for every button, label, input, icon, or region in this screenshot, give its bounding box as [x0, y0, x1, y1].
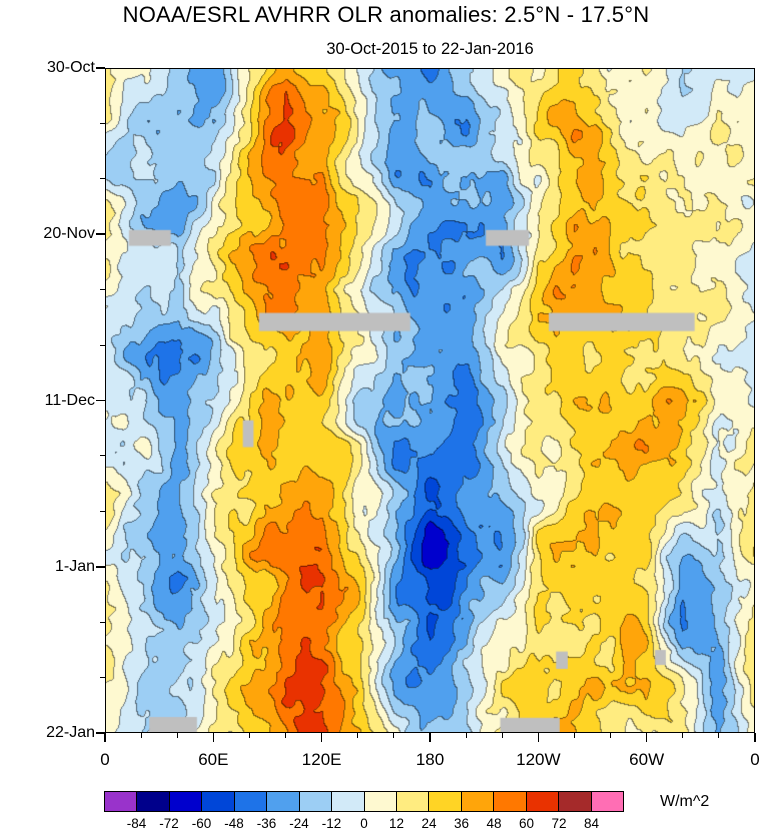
colorbar-segment — [201, 791, 235, 812]
x-major-tick — [320, 733, 323, 742]
colorbar — [104, 791, 624, 812]
colorbar-segment — [363, 791, 397, 812]
x-minor-tick — [248, 733, 250, 738]
plot-frame — [105, 68, 755, 733]
x-minor-tick — [610, 733, 612, 738]
x-major-tick — [754, 733, 756, 742]
colorbar-segment — [395, 791, 430, 812]
x-minor-tick — [176, 733, 178, 738]
y-tick-label: 22-Jan — [46, 724, 95, 741]
x-minor-tick — [465, 733, 467, 738]
colorbar-segment — [233, 791, 268, 812]
colorbar-tick-label: 48 — [486, 816, 502, 831]
x-major-tick — [645, 733, 648, 742]
colorbar-tick-label: -60 — [191, 816, 212, 831]
colorbar-tick-label: 60 — [518, 816, 535, 831]
x-minor-tick — [285, 733, 287, 738]
colorbar-tick-label: -24 — [289, 816, 309, 831]
y-minor-tick — [100, 344, 105, 346]
x-minor-tick — [682, 733, 684, 738]
colorbar-unit-label: W/m^2 — [660, 793, 710, 810]
colorbar-tick-label: -84 — [126, 816, 147, 831]
colorbar-segment — [168, 791, 203, 812]
colorbar-segment — [525, 791, 560, 812]
x-major-tick — [537, 733, 540, 742]
y-minor-tick — [100, 677, 105, 679]
colorbar-segment — [460, 791, 495, 812]
heatmap-canvas — [106, 69, 754, 732]
x-minor-tick — [573, 733, 575, 738]
y-major-tick — [96, 233, 105, 236]
colorbar-tick-label: 24 — [421, 816, 437, 831]
x-minor-tick — [501, 733, 503, 738]
colorbar-tick-label: 0 — [360, 816, 368, 831]
x-tick-label: 60E — [198, 750, 229, 769]
colorbar-segment — [558, 791, 592, 812]
colorbar-segment — [266, 791, 300, 812]
chart-subtitle: 30-Oct-2015 to 22-Jan-2016 — [326, 40, 534, 58]
x-tick-label: 120W — [516, 750, 561, 769]
y-tick-label: 1-Jan — [54, 557, 95, 575]
colorbar-tick-label: 72 — [551, 816, 567, 831]
colorbar-segment — [104, 791, 138, 812]
colorbar-segment — [331, 791, 365, 812]
x-tick-label: 60W — [629, 750, 665, 769]
page-title: NOAA/ESRL AVHRR OLR anomalies: 2.5°N - 1… — [122, 2, 650, 27]
colorbar-segment — [298, 791, 333, 812]
x-major-tick — [212, 733, 215, 742]
y-minor-tick — [100, 621, 105, 623]
x-minor-tick — [140, 733, 142, 738]
y-major-tick — [96, 565, 105, 568]
y-minor-tick — [100, 178, 105, 180]
x-tick-label: 0 — [100, 750, 110, 769]
y-major-tick — [96, 67, 105, 69]
y-minor-tick — [100, 455, 105, 457]
x-tick-label: 180 — [415, 750, 445, 769]
x-tick-label: 120E — [301, 750, 342, 769]
colorbar-tick-label: 84 — [583, 816, 600, 831]
y-minor-tick — [100, 122, 105, 124]
x-major-tick — [104, 733, 106, 742]
y-minor-tick — [100, 510, 105, 512]
colorbar-tick-label: -48 — [224, 816, 244, 831]
colorbar-segment — [136, 791, 170, 812]
y-tick-label: 20-Nov — [43, 225, 95, 243]
colorbar-tick-label: -12 — [321, 816, 342, 831]
colorbar-segment — [590, 791, 624, 812]
colorbar-segment — [493, 791, 527, 812]
x-major-tick — [429, 733, 431, 742]
colorbar-tick-label: -72 — [159, 816, 179, 831]
x-minor-tick — [393, 733, 395, 738]
y-tick-label: 11-Dec — [44, 391, 95, 409]
colorbar-tick-label: 12 — [388, 816, 405, 831]
colorbar-tick-label: -36 — [256, 816, 277, 831]
y-tick-label: 30-Oct — [46, 59, 95, 76]
y-major-tick — [96, 399, 105, 402]
y-minor-tick — [100, 289, 105, 291]
x-minor-tick — [357, 733, 359, 738]
colorbar-segment — [428, 791, 462, 812]
colorbar-tick-label: 36 — [453, 816, 470, 831]
x-minor-tick — [718, 733, 720, 738]
y-major-tick — [96, 732, 105, 734]
x-tick-label: 0 — [750, 750, 760, 769]
